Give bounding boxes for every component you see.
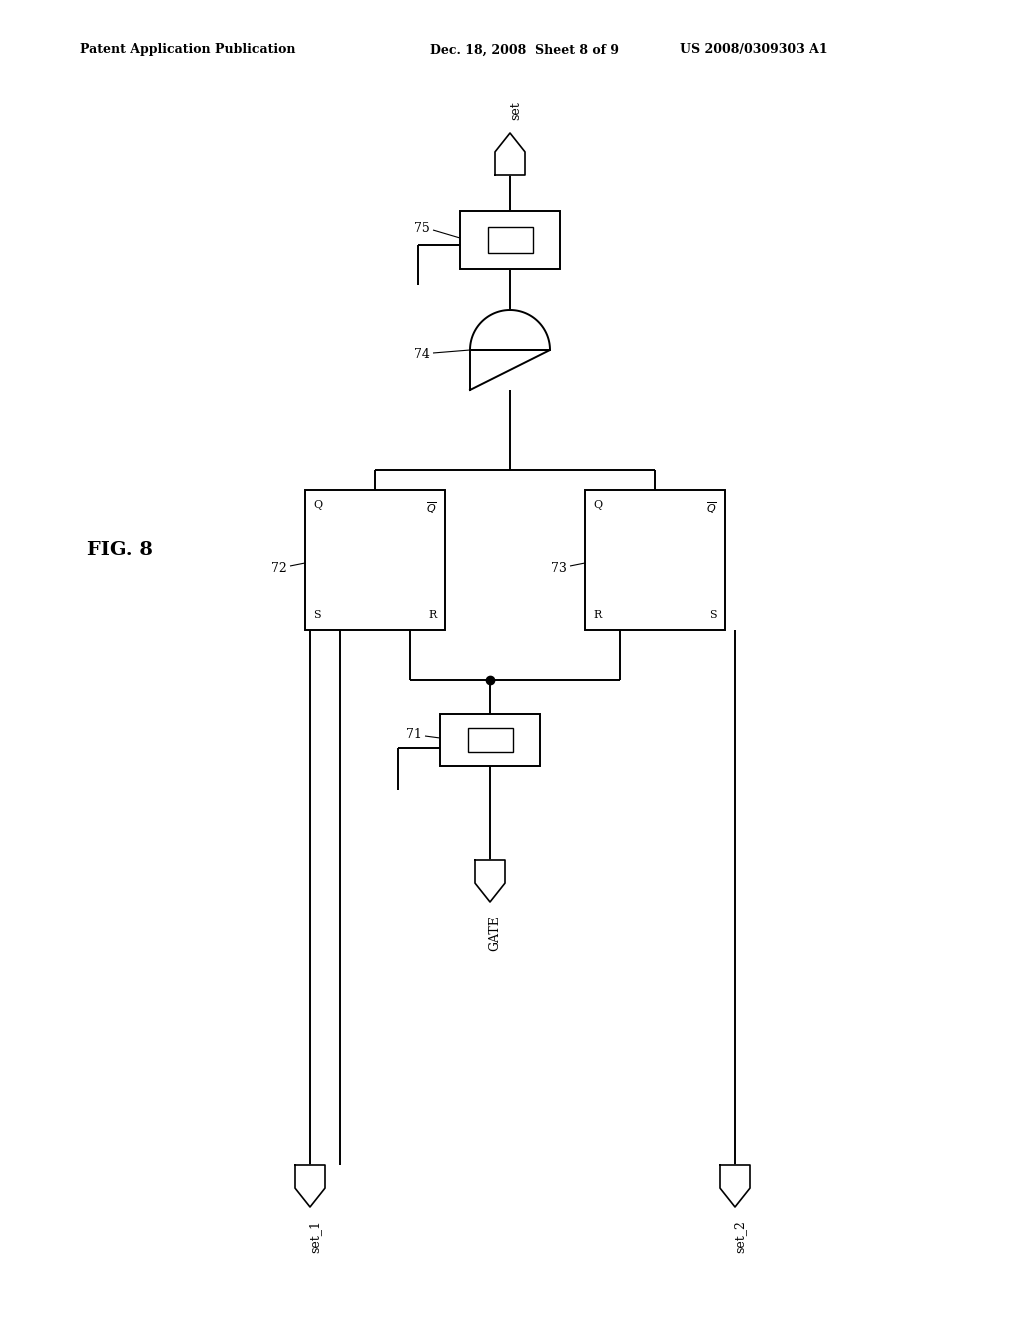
Text: 72: 72 [271,561,287,574]
Bar [440,714,540,766]
Text: 73: 73 [551,561,567,574]
Text: S: S [710,610,717,620]
Polygon shape [475,861,505,902]
Text: set: set [510,102,522,120]
Text: $\overline{Q}$: $\overline{Q}$ [707,500,717,516]
Bar [585,490,725,630]
Text: FIG. 8: FIG. 8 [87,541,153,558]
Polygon shape [295,1166,325,1206]
Text: Patent Application Publication: Patent Application Publication [80,44,296,57]
Polygon shape [495,133,525,176]
Text: US 2008/0309303 A1: US 2008/0309303 A1 [680,44,827,57]
Text: Dec. 18, 2008  Sheet 8 of 9: Dec. 18, 2008 Sheet 8 of 9 [430,44,618,57]
Bar [487,227,532,253]
Polygon shape [720,1166,750,1206]
Text: R: R [593,610,601,620]
Text: set_1: set_1 [308,1220,322,1253]
Text: 75: 75 [415,222,430,235]
Text: 71: 71 [407,729,422,742]
Text: Q: Q [313,500,323,510]
Text: $\overline{Q}$: $\overline{Q}$ [426,500,437,516]
Text: 74: 74 [414,348,430,362]
Text: set_2: set_2 [733,1220,746,1253]
Text: Q: Q [593,500,602,510]
Text: R: R [429,610,437,620]
Bar [468,729,512,751]
Text: GATE: GATE [488,915,502,950]
Bar [460,211,560,269]
Bar [305,490,445,630]
Polygon shape [470,310,550,389]
Text: S: S [313,610,321,620]
